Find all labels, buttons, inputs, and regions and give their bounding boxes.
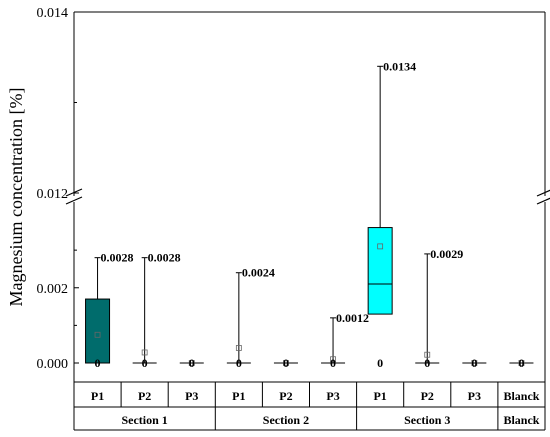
category-label: P3 [468, 389, 481, 403]
mean-marker [424, 351, 431, 358]
category-label: P1 [232, 389, 245, 403]
y-tick-label: 0.012 [37, 187, 69, 202]
max-value-label: 0.0024 [242, 266, 275, 280]
data-labels: 0.0028 0 0.0028 0 0 0.0024 0 0 0.0012 0 0.0134 0 0.0… [95, 59, 525, 370]
y-axis: 0.000 0.002 0.012 0.014 [37, 6, 79, 372]
category-axis-table: P1 P2 P3 P1 P2 P3 P1 P2 P3 Blanck Section 1 Section… [73, 382, 546, 431]
category-label: P2 [138, 389, 151, 403]
axis-break-mark-right [536, 197, 550, 205]
max-value-label: 0.0012 [336, 311, 369, 325]
box-section-3-p2 [415, 253, 440, 364]
min-value-label: 0 [142, 356, 148, 370]
y-tick-label: 0.000 [37, 357, 69, 372]
category-label: P1 [373, 389, 386, 403]
axis-break-gap-right [535, 196, 550, 202]
box-section-2-p3 [321, 317, 346, 364]
max-value-label: 0.0029 [430, 247, 463, 261]
category-label: Blanck [503, 389, 539, 403]
category-label: P2 [279, 389, 292, 403]
mean-marker [518, 360, 525, 366]
min-value-label: 0 [283, 356, 289, 370]
box-section-1-p3 [179, 360, 204, 366]
axis-break-gap-left [64, 196, 84, 202]
max-value-label: 0.0028 [148, 251, 181, 265]
min-value-label: 0 [518, 356, 524, 370]
section-label: Section 1 [121, 413, 167, 427]
box-section-2-p1 [226, 272, 251, 364]
max-value-label: 0.0028 [101, 251, 134, 265]
mean-marker [377, 243, 384, 250]
axis-break-mark-right [536, 189, 550, 197]
iqr-box [367, 227, 393, 315]
min-value-label: 0 [236, 356, 242, 370]
iqr-box [85, 298, 111, 364]
y-tick-label: 0.014 [37, 6, 69, 21]
max-value-label: 0.0134 [383, 59, 416, 73]
mean-marker [471, 360, 478, 366]
category-label: P1 [91, 389, 104, 403]
section-label: Section 3 [404, 413, 450, 427]
mean-marker [188, 360, 195, 366]
mean-marker [235, 345, 242, 351]
mean-marker [94, 331, 101, 338]
min-value-label: 0 [189, 356, 195, 370]
section-label: Section 2 [263, 413, 309, 427]
axis-break-mark-left [65, 196, 83, 205]
min-value-label: 0 [424, 356, 430, 370]
box-section-3-p1 [367, 65, 393, 315]
box-blanck-blanck [509, 360, 534, 366]
box-series [85, 65, 534, 366]
category-label: P2 [421, 389, 434, 403]
min-value-label: 0 [377, 356, 383, 370]
min-value-label: 0 [471, 356, 477, 370]
y-tick-label: 0.002 [37, 282, 69, 297]
min-value-label: 0 [95, 356, 101, 370]
category-label: P3 [185, 389, 198, 403]
min-value-label: 0 [330, 356, 336, 370]
mean-marker [330, 356, 336, 363]
mean-marker [283, 360, 289, 366]
box-section-2-p2 [273, 360, 298, 366]
category-label: P3 [326, 389, 339, 403]
box-section-1-p1 [85, 257, 111, 364]
section-label: Blanck [503, 413, 539, 427]
plot-frame [64, 11, 550, 383]
y-axis-title: Magnesium concentration [%] [6, 88, 26, 307]
box-section-3-p3 [462, 360, 487, 366]
mean-marker [141, 349, 148, 356]
box-section-1-p2 [132, 257, 157, 364]
